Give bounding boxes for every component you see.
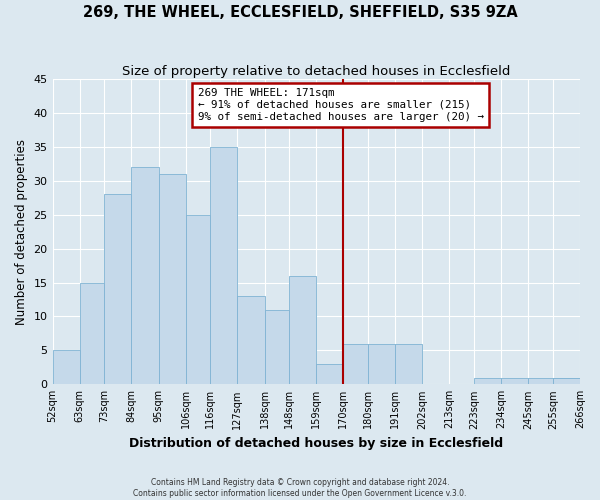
Text: 269 THE WHEEL: 171sqm
← 91% of detached houses are smaller (215)
9% of semi-deta: 269 THE WHEEL: 171sqm ← 91% of detached … <box>197 88 484 122</box>
Bar <box>238 296 265 384</box>
Bar <box>53 350 80 384</box>
Bar <box>158 174 185 384</box>
Bar <box>210 147 238 384</box>
Y-axis label: Number of detached properties: Number of detached properties <box>15 138 28 324</box>
Bar <box>289 276 316 384</box>
Bar <box>343 344 368 384</box>
X-axis label: Distribution of detached houses by size in Ecclesfield: Distribution of detached houses by size … <box>129 437 503 450</box>
Bar <box>395 344 422 384</box>
Bar <box>528 378 553 384</box>
Text: 269, THE WHEEL, ECCLESFIELD, SHEFFIELD, S35 9ZA: 269, THE WHEEL, ECCLESFIELD, SHEFFIELD, … <box>83 5 517 20</box>
Bar <box>368 344 395 384</box>
Text: Contains HM Land Registry data © Crown copyright and database right 2024.
Contai: Contains HM Land Registry data © Crown c… <box>133 478 467 498</box>
Bar <box>553 378 580 384</box>
Bar <box>553 378 580 384</box>
Bar <box>474 378 501 384</box>
Bar <box>131 168 158 384</box>
Bar <box>80 282 104 384</box>
Title: Size of property relative to detached houses in Ecclesfield: Size of property relative to detached ho… <box>122 65 511 78</box>
Bar <box>185 215 210 384</box>
Bar <box>316 364 343 384</box>
Bar <box>501 378 528 384</box>
Bar <box>104 194 131 384</box>
Bar <box>265 310 289 384</box>
